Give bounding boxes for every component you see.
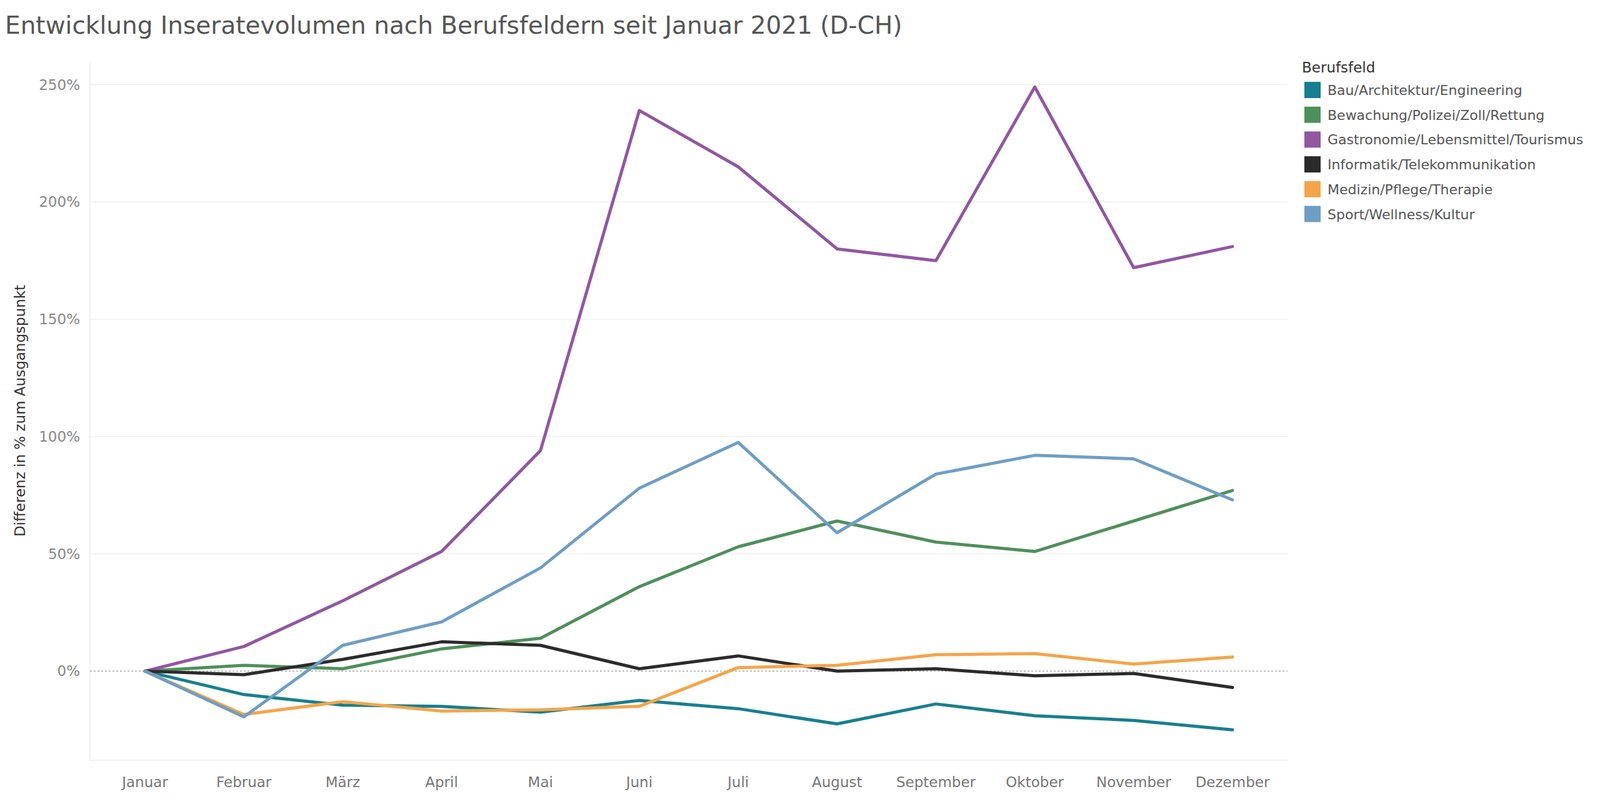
legend-label: Medizin/Pflege/Therapie [1327, 181, 1493, 198]
y-tick-label: 200% [38, 193, 80, 210]
y-tick-label: 250% [38, 76, 80, 94]
legend-swatch [1304, 131, 1321, 148]
x-tick-label: Juni [625, 774, 653, 791]
y-axis-label: Differenz in % zum Ausgangspunkt [11, 285, 29, 537]
x-tick-label: März [325, 774, 360, 791]
y-tick-label: 100% [38, 428, 80, 445]
series-line [145, 490, 1233, 672]
x-tick-label: Januar [120, 774, 169, 791]
series-group [145, 86, 1233, 730]
x-tick-label: Mai [528, 774, 554, 791]
x-tick-label: Dezember [1195, 774, 1270, 791]
legend-label: Sport/Wellness/Kultur [1327, 206, 1475, 223]
legend-swatch [1304, 206, 1321, 223]
grid-line [90, 436, 1288, 438]
y-tick-label: 0% [57, 663, 81, 680]
series-line [145, 442, 1233, 717]
y-tick-label: 150% [38, 311, 80, 328]
legend-swatch [1304, 156, 1321, 173]
legend-swatch [1304, 181, 1321, 198]
x-tick-label: August [811, 774, 863, 791]
grid-line [90, 84, 1288, 86]
legend-label: Bewachung/Polizei/Zoll/Rettung [1327, 107, 1545, 124]
legend-label: Bau/Architektur/Engineering [1327, 82, 1523, 99]
series-line [145, 641, 1233, 688]
grid-line [90, 318, 1288, 320]
legend-swatch [1304, 81, 1321, 99]
x-tick-label: September [896, 774, 977, 791]
legend-title: Berufsfeld [1301, 59, 1375, 76]
x-tick-label: Oktober [1005, 774, 1064, 791]
x-tick-label: Februar [216, 774, 272, 791]
y-axis-line [89, 61, 91, 761]
x-tick-label: April [425, 774, 459, 791]
grid-line [90, 201, 1288, 204]
chart: Entwicklung Inseratevolumen nach Berufsf… [0, 0, 1600, 799]
x-tick-label: November [1096, 774, 1172, 791]
series-line [145, 86, 1233, 672]
title: Entwicklung Inseratevolumen nach Berufsf… [5, 11, 902, 40]
legend-label: Informatik/Telekommunikation [1327, 156, 1536, 173]
x-axis-line [90, 760, 1288, 762]
series-line [145, 653, 1233, 715]
series-line [145, 671, 1233, 730]
x-tick-label: Juli [726, 774, 749, 791]
legend-label: Gastronomie/Lebensmittel/Tourismus [1327, 131, 1584, 148]
y-tick-label: 50% [48, 546, 80, 563]
legend-swatch [1304, 106, 1321, 124]
grid-line [90, 553, 1288, 555]
